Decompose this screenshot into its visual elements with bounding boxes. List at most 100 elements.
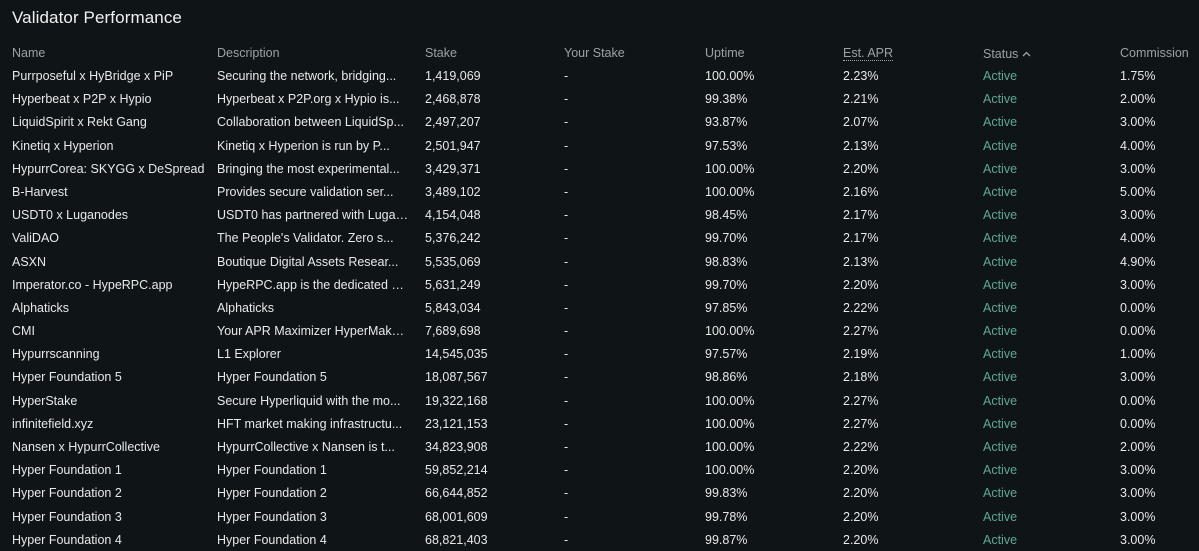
- table-row[interactable]: Hyper Foundation 5 Hyper Foundation 5 18,0…: [0, 366, 1199, 389]
- table-row[interactable]: Purrposeful x HyBridge x PiP Securing the…: [0, 65, 1199, 88]
- validator-name: infinitefield.xyz: [12, 416, 94, 431]
- validator-description: Hyper Foundation 1: [217, 463, 327, 478]
- status-badge: Active: [983, 69, 1018, 83]
- validator-uptime: 100.00%: [705, 69, 755, 83]
- validator-your-stake: -: [564, 440, 569, 454]
- status-badge: Active: [983, 532, 1018, 547]
- validator-your-stake: -: [564, 486, 569, 501]
- validator-your-stake: -: [564, 393, 569, 408]
- validator-commission: 0.00%: [1120, 393, 1156, 408]
- table-row[interactable]: infinitefield.xyz HFT market making infra…: [0, 413, 1199, 436]
- validator-stake: 2,501,947: [425, 138, 481, 153]
- validator-uptime: 99.83%: [705, 486, 748, 501]
- validator-your-stake: -: [564, 138, 569, 153]
- validator-name: ValiDAO: [12, 231, 60, 246]
- table-row[interactable]: Kinetiq x Hyperion Kinetiq x Hyperion is …: [0, 135, 1199, 158]
- validator-est-apr: 2.17%: [843, 208, 879, 223]
- validator-description: Bringing the most experimental...: [217, 161, 400, 176]
- header-uptime[interactable]: Uptime: [705, 46, 745, 60]
- validator-your-stake: -: [564, 416, 569, 431]
- validator-name: Hyper Foundation 3: [12, 509, 122, 524]
- header-est-apr-label: Est. APR: [843, 46, 894, 61]
- validator-table-body: Purrposeful x HyBridge x PiP Securing the…: [0, 65, 1199, 551]
- validator-name: Kinetiq x Hyperion: [12, 138, 114, 153]
- table-row[interactable]: Hypurrscanning L1 Explorer 14,545,035 - 97.5…: [0, 343, 1199, 366]
- table-row[interactable]: LiquidSpirit x Rekt Gang Collaboration be…: [0, 111, 1199, 134]
- validator-est-apr: 2.22%: [843, 300, 879, 315]
- table-row[interactable]: Imperator.co - HypeRPC.app HypeRPC.app is…: [0, 274, 1199, 297]
- table-row[interactable]: CMI Your APR Maximizer HyperMaker.... 7,68…: [0, 320, 1199, 343]
- validator-stake: 1,419,069: [425, 69, 481, 83]
- header-est-apr[interactable]: Est. APR: [843, 46, 973, 61]
- validator-stake: 59,852,214: [425, 463, 488, 478]
- status-badge: Active: [983, 92, 1018, 107]
- header-stake[interactable]: Stake: [425, 46, 457, 60]
- validator-commission: 0.00%: [1120, 300, 1156, 315]
- validator-est-apr: 2.07%: [843, 115, 879, 130]
- table-row[interactable]: Hyper Foundation 4 Hyper Foundation 4 68,8…: [0, 529, 1199, 551]
- table-row[interactable]: Alphaticks Alphaticks 5,843,034 - 97.85% 2.22…: [0, 297, 1199, 320]
- validator-commission: 2.00%: [1120, 440, 1156, 454]
- validator-est-apr: 2.22%: [843, 440, 879, 454]
- status-badge: Active: [983, 277, 1018, 292]
- header-name[interactable]: Name: [12, 46, 46, 60]
- validator-name: Hyper Foundation 1: [12, 463, 122, 478]
- validator-stake: 5,376,242: [425, 231, 481, 246]
- validator-stake: 3,429,371: [425, 161, 481, 176]
- validator-est-apr: 2.13%: [843, 138, 879, 153]
- validator-your-stake: -: [564, 509, 569, 524]
- status-badge: Active: [983, 370, 1018, 385]
- validator-description: Hyper Foundation 4: [217, 532, 327, 547]
- validator-uptime: 98.86%: [705, 370, 748, 385]
- status-badge: Active: [983, 208, 1018, 223]
- validator-est-apr: 2.17%: [843, 231, 879, 246]
- validator-name: Purrposeful x HyBridge x PiP: [12, 69, 174, 83]
- table-row[interactable]: Nansen x HypurrCollective HypurrCollectiv…: [0, 436, 1199, 459]
- validator-commission: 3.00%: [1120, 532, 1156, 547]
- table-row[interactable]: Hyper Foundation 1 Hyper Foundation 1 59,8…: [0, 459, 1199, 482]
- validator-description: Collaboration between LiquidSp...: [217, 115, 404, 130]
- table-row[interactable]: HypurrCorea: SKYGG x DeSpread Bringing th…: [0, 158, 1199, 181]
- validator-est-apr: 2.20%: [843, 161, 879, 176]
- validator-description: Kinetiq x Hyperion is run by P...: [217, 138, 390, 153]
- validator-commission: 3.00%: [1120, 370, 1156, 385]
- validator-uptime: 100.00%: [705, 440, 755, 454]
- validator-stake: 4,154,048: [425, 208, 481, 223]
- validator-your-stake: -: [564, 231, 569, 246]
- validator-your-stake: -: [564, 184, 569, 199]
- validator-your-stake: -: [564, 300, 569, 315]
- validator-commission: 3.00%: [1120, 208, 1156, 223]
- validator-est-apr: 2.20%: [843, 532, 879, 547]
- validator-description: Securing the network, bridging...: [217, 69, 397, 83]
- validator-description: HypeRPC.app is the dedicated R...: [217, 277, 410, 292]
- table-row[interactable]: USDT0 x Luganodes USDT0 has partnered wit…: [0, 204, 1199, 227]
- table-row[interactable]: ASXN Boutique Digital Assets Resear... 5,5…: [0, 251, 1199, 274]
- validator-stake: 68,821,403: [425, 532, 488, 547]
- validator-est-apr: 2.20%: [843, 509, 879, 524]
- validator-commission: 3.00%: [1120, 509, 1156, 524]
- validator-stake: 5,535,069: [425, 254, 481, 269]
- validator-your-stake: -: [564, 370, 569, 385]
- table-row[interactable]: ValiDAO The People's Validator. Zero s...…: [0, 227, 1199, 250]
- validator-commission: 1.75%: [1120, 69, 1156, 83]
- validator-uptime: 100.00%: [705, 324, 755, 339]
- validator-uptime: 100.00%: [705, 463, 755, 478]
- table-row[interactable]: B-Harvest Provides secure validation ser.…: [0, 181, 1199, 204]
- validator-est-apr: 2.13%: [843, 254, 879, 269]
- validator-description: Alphaticks: [217, 300, 274, 315]
- header-description[interactable]: Description: [217, 46, 280, 60]
- header-your-stake[interactable]: Your Stake: [564, 46, 625, 60]
- validator-description: Hyper Foundation 5: [217, 370, 327, 385]
- header-commission[interactable]: Commission: [1120, 46, 1189, 60]
- validator-uptime: 100.00%: [705, 184, 755, 199]
- table-row[interactable]: Hyper Foundation 2 Hyper Foundation 2 66,6…: [0, 482, 1199, 505]
- validator-name: HyperStake: [12, 393, 78, 408]
- validator-description: Hyper Foundation 2: [217, 486, 327, 501]
- table-row[interactable]: Hyperbeat x P2P x Hypio Hyperbeat x P2P.o…: [0, 88, 1199, 111]
- table-row[interactable]: Hyper Foundation 3 Hyper Foundation 3 68,0…: [0, 506, 1199, 529]
- table-row[interactable]: HyperStake Secure Hyperliquid with the mo…: [0, 390, 1199, 413]
- validator-name: Nansen x HypurrCollective: [12, 440, 160, 454]
- validator-uptime: 100.00%: [705, 161, 755, 176]
- header-status[interactable]: Status: [983, 46, 1031, 61]
- chevron-up-icon[interactable]: [1022, 46, 1031, 60]
